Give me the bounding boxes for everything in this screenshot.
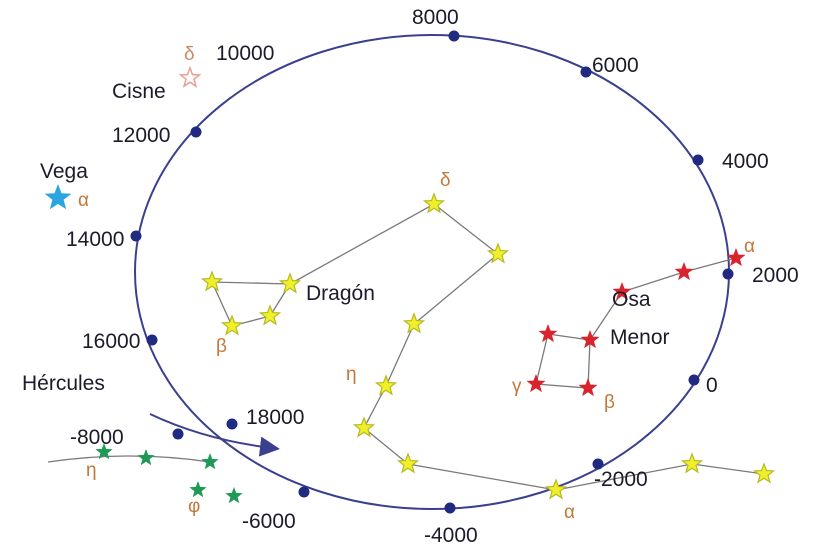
constellation-name-dragon: Dragón — [306, 282, 375, 305]
greek-ursa-minor-gamma: γ — [512, 376, 522, 397]
greek-dragon-eta: η — [346, 364, 357, 385]
year-dot — [190, 126, 202, 138]
ursa-minor-star — [526, 374, 546, 393]
dragon-star — [544, 478, 568, 500]
greek-ursa-minor-beta: β — [604, 392, 615, 413]
year-label-minus-6000: -6000 — [242, 510, 296, 533]
greek-dragon-delta: δ — [440, 170, 451, 191]
dragon-line — [210, 203, 765, 491]
year-label-16000: 16000 — [82, 330, 140, 353]
ursa-minor-star — [726, 248, 746, 267]
year-dot — [592, 458, 604, 470]
precession-circle — [134, 34, 730, 510]
greek-ursa-minor-alpha: α — [744, 236, 755, 257]
dragon-star — [374, 374, 398, 396]
year-label-6000: 6000 — [592, 54, 639, 77]
ursa-minor-line — [535, 257, 737, 389]
dragon-star — [278, 272, 302, 294]
vega-star — [44, 184, 72, 210]
ursa-minor-star — [538, 324, 558, 343]
hercules-star — [189, 481, 207, 498]
dragon-star — [396, 452, 420, 474]
year-label-minus-2000: -2000 — [594, 468, 648, 491]
year-dot — [226, 418, 238, 430]
dragon-star — [422, 192, 446, 214]
greek-dragon-beta: β — [216, 336, 227, 357]
cygnus-star — [178, 65, 202, 88]
year-label-minus-8000: -8000 — [70, 426, 124, 449]
direction-arrow — [149, 413, 280, 457]
ursa-minor-star — [580, 330, 600, 349]
year-dot — [146, 334, 158, 346]
dragon-star — [200, 270, 224, 292]
year-dot — [448, 30, 460, 42]
dragon-star — [402, 312, 426, 334]
year-label-0: 0 — [706, 374, 718, 397]
year-label-18000: 18000 — [246, 406, 304, 429]
ursa-minor-star — [578, 378, 598, 397]
greek-hercules-phi: φ — [188, 496, 200, 517]
year-label-8000: 8000 — [412, 6, 459, 29]
year-dot — [298, 486, 310, 498]
year-dot — [722, 268, 734, 280]
ursa-minor-star — [674, 262, 694, 281]
dragon-star — [352, 416, 376, 438]
constellation-name-cygnus: Cisne — [112, 80, 166, 103]
dragon-star — [258, 304, 282, 326]
year-dot — [688, 374, 700, 386]
greek-dragon-alpha: α — [564, 502, 575, 523]
star-name-vega: Vega — [40, 160, 88, 183]
dragon-star — [680, 452, 704, 474]
year-dot — [580, 66, 592, 78]
greek-vega-alpha: α — [78, 190, 89, 211]
hercules-star — [201, 453, 219, 470]
constellation-name-ursa-minor-line1: Osa — [612, 288, 651, 311]
year-label-14000: 14000 — [66, 228, 124, 251]
hercules-star — [225, 487, 243, 504]
year-labels: 8000 6000 4000 2000 0 -2000 -4000 -6000 … — [66, 6, 799, 547]
hercules-star — [137, 449, 155, 466]
dragon-star — [220, 314, 244, 336]
year-label-12000: 12000 — [112, 124, 170, 147]
year-label-minus-4000: -4000 — [424, 524, 478, 547]
year-dot — [692, 154, 704, 166]
year-dot — [130, 230, 142, 242]
dragon-star — [486, 242, 510, 264]
dragon-star — [752, 462, 776, 484]
year-markers — [130, 30, 734, 514]
hercules-star — [95, 443, 113, 460]
stars — [44, 65, 776, 504]
greek-hercules-eta: η — [86, 460, 97, 481]
year-label-10000: 10000 — [216, 42, 274, 65]
year-dot — [444, 502, 456, 514]
constellation-name-hercules: Hércules — [22, 372, 105, 395]
hercules-line — [47, 455, 211, 463]
ursa-minor-star — [612, 282, 632, 301]
constellation-name-ursa-minor-line2: Menor — [610, 326, 670, 349]
greek-cygnus-delta: δ — [184, 44, 195, 65]
year-dot — [172, 428, 184, 440]
year-label-4000: 4000 — [722, 150, 769, 173]
year-label-2000: 2000 — [752, 264, 799, 287]
